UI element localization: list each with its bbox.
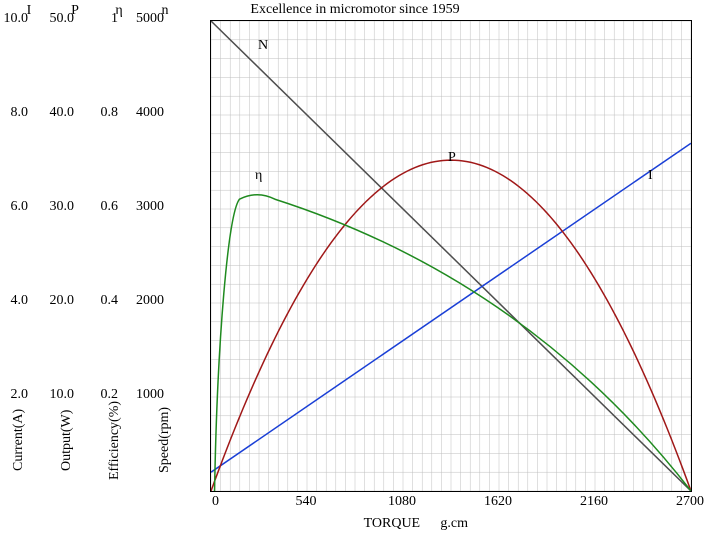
x-axis-unit-text: g.cm [440, 516, 468, 532]
plot-area [210, 20, 692, 492]
x-tick-2160: 2160 [576, 494, 612, 510]
y-vertical-label-I: Current(A) [12, 380, 26, 500]
y-tick-P-4: 50.0 [42, 11, 74, 27]
y-vertical-label-eta: Efficiency(%) [108, 380, 122, 500]
y-tick-eta-2: 0.6 [92, 199, 118, 215]
y-tick-n-2: 3000 [130, 199, 164, 215]
y-tick-eta-1: 0.4 [92, 293, 118, 309]
y-tick-I-1: 4.0 [0, 293, 28, 309]
annotation-P: P [448, 150, 456, 166]
y-tick-n-3: 4000 [130, 105, 164, 121]
x-axis-label-text: TORQUE [364, 516, 421, 532]
y-tick-I-4: 10.0 [0, 11, 28, 27]
y-tick-P-2: 30.0 [42, 199, 74, 215]
plot-svg [211, 21, 691, 491]
curve-efficiency [215, 195, 691, 491]
x-tick-0: 0 [212, 494, 248, 510]
x-tick-1620: 1620 [480, 494, 516, 510]
y-tick-I-2: 6.0 [0, 199, 28, 215]
y-tick-eta-4: 1 [92, 11, 118, 27]
y-vertical-label-n: Speed(rpm) [158, 380, 172, 500]
annotation-N: N [258, 38, 268, 54]
x-tick-540: 540 [288, 494, 324, 510]
y-tick-P-1: 20.0 [42, 293, 74, 309]
x-tick-1080: 1080 [384, 494, 420, 510]
y-tick-eta-3: 0.8 [92, 105, 118, 121]
motor-performance-chart: Excellence in micromotor since 1959 IPηn… [0, 0, 710, 541]
y-tick-I-3: 8.0 [0, 105, 28, 121]
y-vertical-label-P: Output(W) [60, 380, 74, 500]
x-tick-2700: 2700 [672, 494, 708, 510]
annotation-η: η [255, 168, 262, 184]
annotation-I: I [648, 168, 653, 184]
y-tick-n-1: 2000 [130, 293, 164, 309]
y-tick-n-4: 5000 [130, 11, 164, 27]
y-tick-P-3: 40.0 [42, 105, 74, 121]
